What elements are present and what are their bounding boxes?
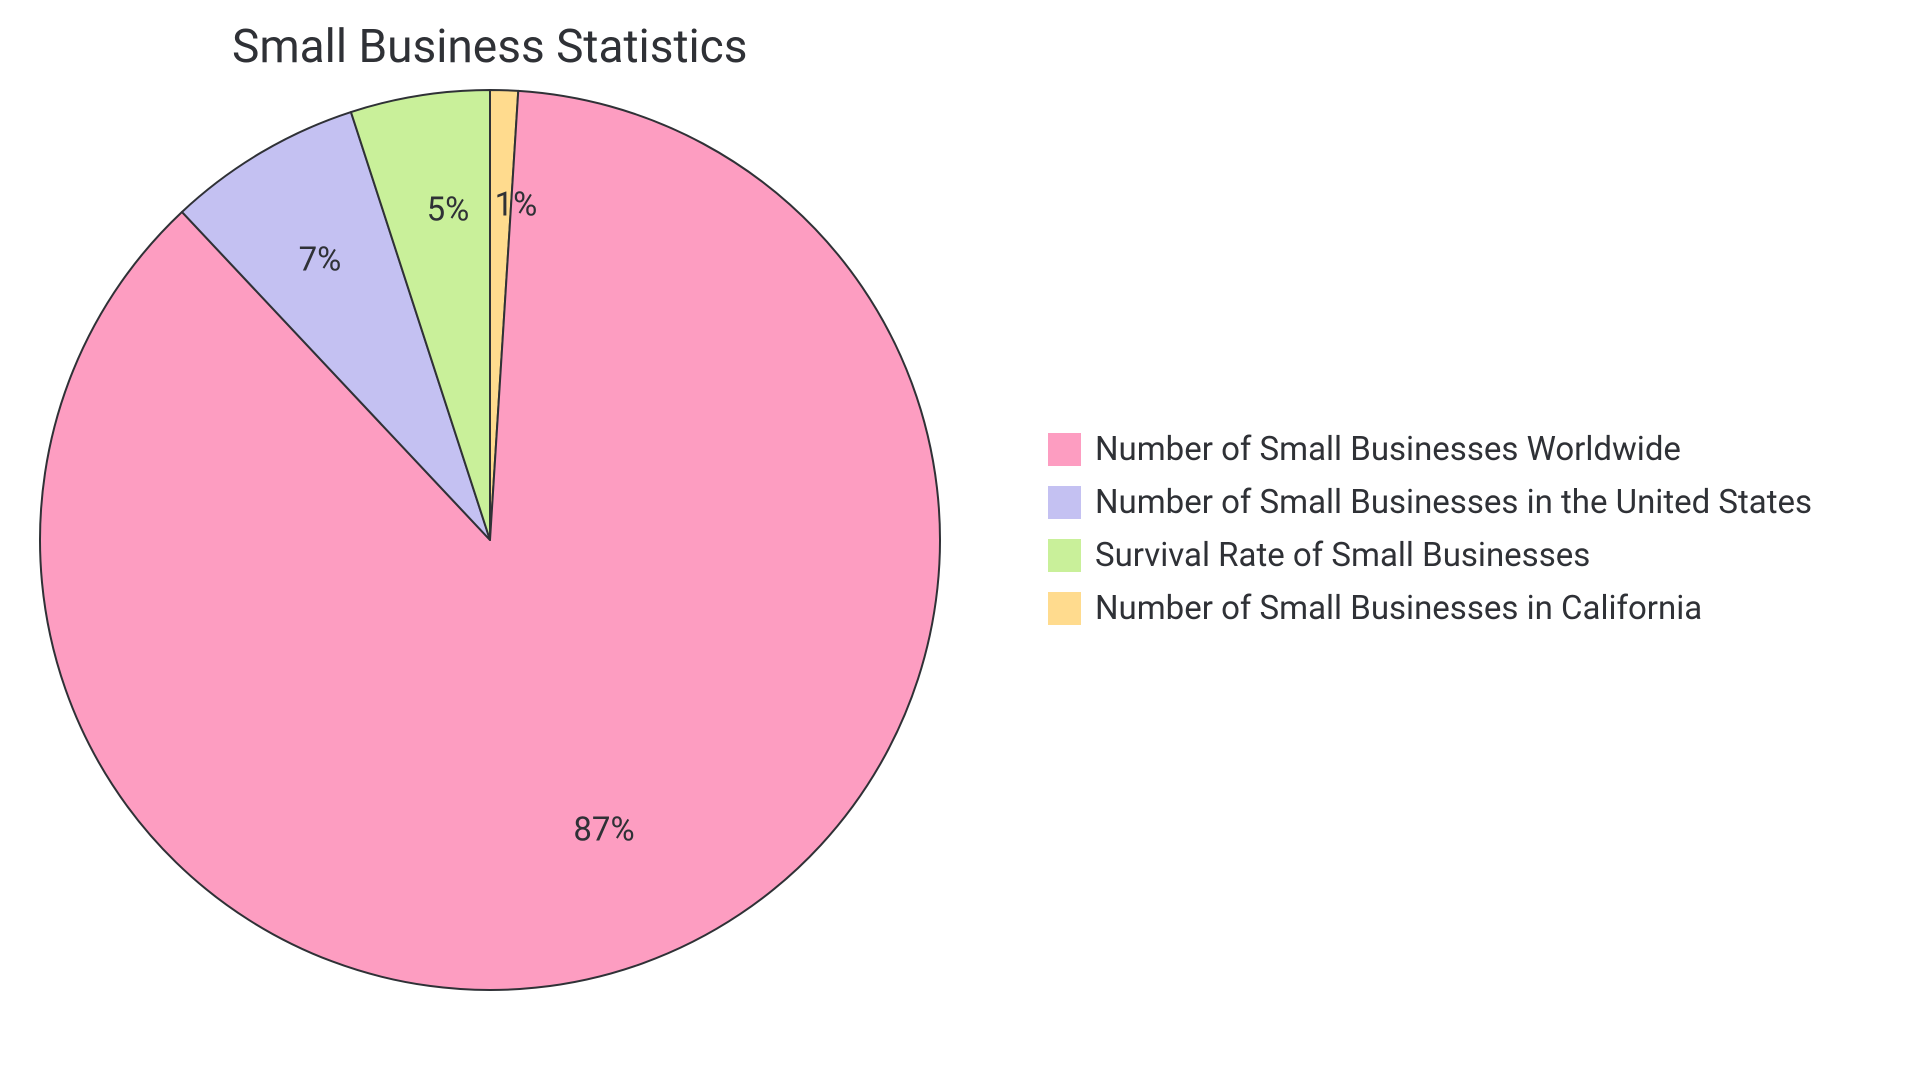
chart-title: Small Business Statistics: [232, 20, 748, 74]
legend-swatch: [1048, 433, 1081, 466]
legend-label: Number of Small Businesses Worldwide: [1095, 430, 1681, 469]
pie-slice-label: 5%: [427, 191, 470, 230]
legend-item: Number of Small Businesses Worldwide: [1048, 430, 1812, 469]
legend-label: Number of Small Businesses in the United…: [1095, 483, 1812, 522]
pie-slice-label: 1%: [495, 186, 538, 225]
pie-slice-label: 7%: [299, 241, 342, 280]
legend-swatch: [1048, 539, 1081, 572]
legend-swatch: [1048, 486, 1081, 519]
legend-item: Number of Small Businesses in the United…: [1048, 483, 1812, 522]
legend-label: Number of Small Businesses in California: [1095, 589, 1702, 628]
chart-container: Small Business Statistics Number of Smal…: [0, 0, 1920, 1080]
pie-slice-label: 87%: [573, 811, 634, 850]
legend-swatch: [1048, 592, 1081, 625]
pie-svg: [36, 86, 944, 994]
legend-item: Survival Rate of Small Businesses: [1048, 536, 1812, 575]
legend-item: Number of Small Businesses in California: [1048, 589, 1812, 628]
pie-chart: [36, 86, 944, 994]
legend-label: Survival Rate of Small Businesses: [1095, 536, 1590, 575]
legend: Number of Small Businesses Worldwide Numb…: [1048, 430, 1812, 628]
